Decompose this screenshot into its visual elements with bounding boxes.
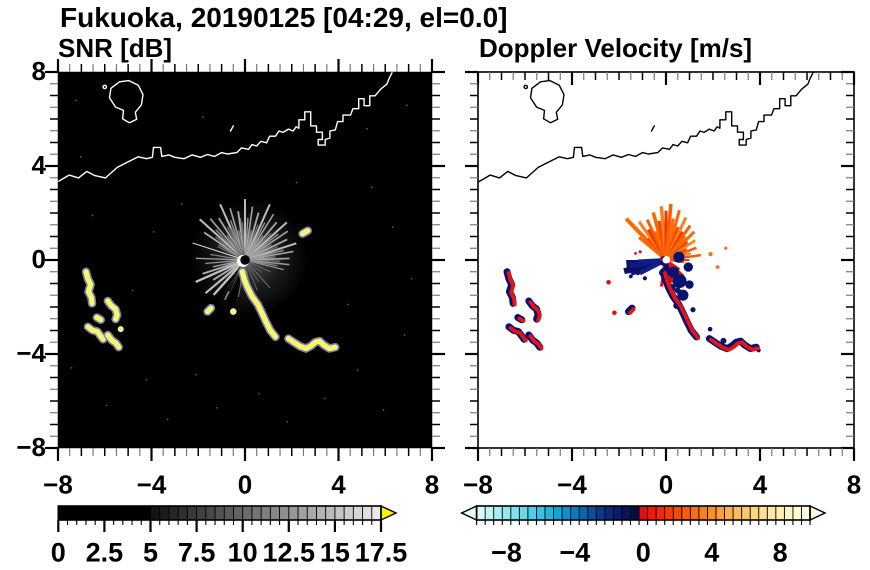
- velocity-colorbar: [459, 504, 827, 525]
- island-outline: [108, 79, 144, 124]
- velocity-panel: [478, 72, 854, 448]
- figure-title: Fukuoka, 20190125 [04:29, el=0.0]: [60, 2, 508, 33]
- radar-hub: [662, 256, 670, 264]
- velocity-panel-title: Doppler Velocity [m/s]: [479, 33, 753, 63]
- coastline: [58, 72, 394, 183]
- island-outline: [529, 79, 565, 124]
- snr-colorbar: [57, 504, 398, 532]
- coastline: [478, 72, 815, 183]
- radar-hub: [240, 255, 250, 265]
- snr-panel-title: SNR [dB]: [58, 33, 173, 63]
- snr-panel: [58, 72, 432, 448]
